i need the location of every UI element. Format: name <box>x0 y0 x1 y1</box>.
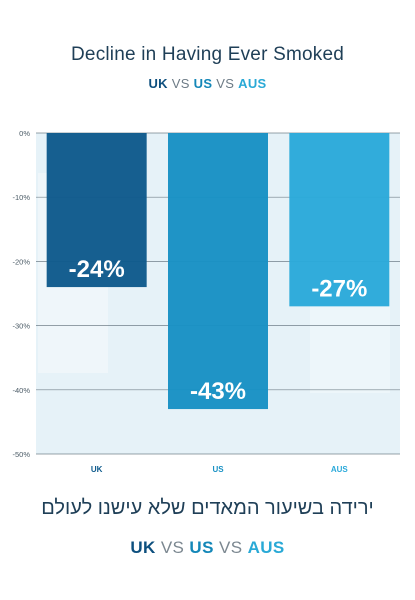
hebrew-caption: ירידה בשיעור המאדים שלא עישנו לעולם <box>41 497 374 519</box>
subtitle-vs-2: VS <box>216 76 235 91</box>
bottom-vs-1: VS <box>160 538 185 557</box>
bottom-uk: UK <box>130 538 156 557</box>
y-tick-label: 0% <box>19 129 30 138</box>
y-tick-label: -50% <box>12 450 30 459</box>
x-category-label: US <box>212 465 224 474</box>
y-tick-label: -30% <box>12 322 30 331</box>
bottom-vs-2: VS <box>218 538 243 557</box>
bar-chart: 0% -10% -20% -30% -40% -50% -24% UK -43% US -27% AU… <box>12 129 400 474</box>
subtitle-us: US <box>193 76 213 91</box>
bar <box>168 133 268 410</box>
bottom-us: US <box>189 538 214 557</box>
y-tick-label: -10% <box>12 193 30 202</box>
subtitle-aus: AUS <box>238 76 267 91</box>
chart-area: 0% -10% -20% -30% -40% -50% -24% UK -43% US -27% AU… <box>0 120 415 480</box>
y-tick-label: -20% <box>12 257 30 266</box>
bottom-aus: AUS <box>247 538 285 557</box>
bar-value-label: -43% <box>190 378 246 405</box>
bar-value-label: -24% <box>69 256 125 283</box>
bar <box>289 133 390 307</box>
chart-title: Decline in Having Ever Smoked <box>71 44 344 65</box>
subtitle-vs-1: VS <box>171 76 190 91</box>
subtitle-uk: UK <box>148 76 168 91</box>
y-tick-label: -40% <box>12 386 30 395</box>
bottom-comparison: UK VS US VS AUS <box>0 538 415 558</box>
bar-value-label: -27% <box>311 275 367 302</box>
x-category-label: AUS <box>331 465 349 474</box>
bar <box>46 133 147 288</box>
comparison-subtitle: UK VS US VS AUS <box>0 76 415 91</box>
x-category-label: UK <box>91 465 103 474</box>
